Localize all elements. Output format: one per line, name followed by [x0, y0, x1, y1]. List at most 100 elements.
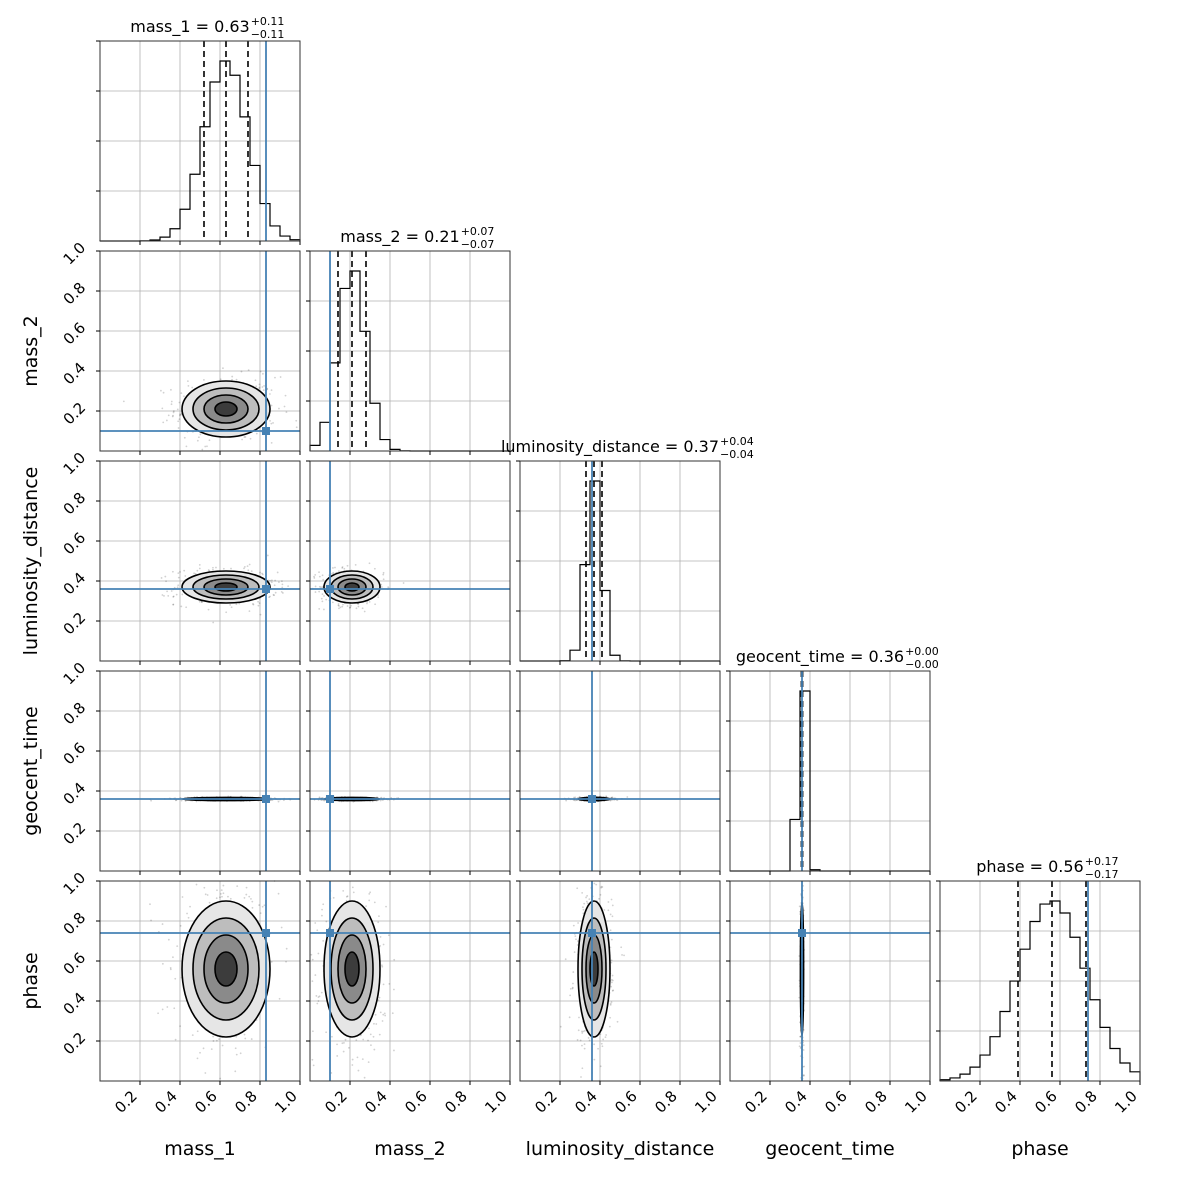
sample-point [259, 912, 262, 915]
sample-point [204, 445, 207, 448]
y-tick-label-geocent_time-3: 0.8 [60, 699, 90, 729]
sample-point [321, 593, 324, 596]
sample-point [169, 968, 172, 971]
sample-point [366, 602, 368, 605]
sample-point [221, 895, 223, 898]
sample-point [227, 895, 229, 898]
sample-point [199, 433, 202, 436]
sample-point [565, 799, 568, 802]
sample-point [285, 411, 288, 414]
panel-frame [519, 880, 721, 1082]
sample-point [207, 569, 210, 571]
sample-point [574, 796, 577, 799]
sample-point [201, 448, 204, 451]
sample-point [576, 887, 579, 890]
sample-point [161, 594, 164, 596]
sample-point [372, 1035, 375, 1038]
x-tick-label-geocent_time-3: 0.8 [861, 1087, 891, 1117]
sample-point [266, 554, 269, 557]
sample-point [162, 391, 165, 394]
sample-point [220, 889, 223, 892]
y-tick-label-luminosity_distance-4: 1.0 [60, 449, 90, 479]
sample-point [230, 567, 232, 570]
sample-point [222, 892, 225, 895]
contour-mass_2-mass_1-3 [181, 380, 271, 438]
sample-point [248, 563, 251, 566]
sample-point [150, 919, 152, 922]
sample-point [332, 571, 335, 574]
sample-point [583, 1029, 586, 1032]
sample-point [278, 997, 281, 1000]
sample-point [337, 604, 340, 607]
sample-point [577, 940, 579, 942]
sample-point [314, 591, 317, 593]
contour-mass_2-mass_1-1 [203, 394, 249, 424]
sample-point [172, 411, 175, 414]
truth-marker-phase-mass_2 [326, 929, 334, 937]
sample-point [341, 1042, 344, 1045]
sample-point [315, 995, 318, 997]
sample-point [172, 410, 175, 413]
sample-point [196, 1057, 199, 1060]
x-tick-label-mass_1-4: 1.0 [271, 1087, 301, 1117]
sample-point [172, 603, 175, 606]
sample-point [165, 419, 168, 422]
sample-point [278, 407, 280, 410]
sample-point [611, 989, 614, 992]
sample-point [609, 1002, 612, 1005]
sample-point [331, 573, 333, 575]
sample-point [609, 1016, 612, 1019]
sample-point [270, 579, 273, 582]
sample-point [799, 1042, 802, 1044]
sample-point [332, 896, 335, 899]
sample-point [332, 567, 334, 569]
sample-point [212, 1040, 215, 1042]
sample-point [206, 894, 209, 896]
sample-point [378, 996, 381, 999]
sample-point [595, 883, 598, 886]
sample-point [246, 565, 249, 567]
sample-point [257, 604, 260, 607]
y-tick-label-mass_2-4: 1.0 [60, 239, 90, 269]
sample-point [200, 600, 203, 603]
sample-point [166, 590, 169, 593]
sample-point [379, 799, 382, 802]
sample-point [578, 1016, 580, 1019]
contour-phase-mass_2-0 [344, 951, 360, 987]
sample-point [378, 915, 380, 917]
sample-point [382, 578, 385, 581]
sample-point [235, 1053, 238, 1056]
y-tick-label-geocent_time-1: 0.4 [60, 779, 90, 809]
sample-point [586, 894, 589, 897]
sample-point [176, 408, 179, 411]
sample-point [229, 897, 232, 900]
sample-point [318, 590, 321, 593]
contour-luminosity_distance-mass_1-2 [192, 574, 260, 600]
sample-point [204, 893, 207, 896]
sample-point [381, 965, 384, 968]
sample-point [274, 376, 276, 379]
sample-point [173, 1007, 176, 1010]
sample-point [270, 441, 273, 444]
sample-point [251, 900, 254, 903]
sample-point [603, 909, 606, 911]
sample-point [285, 947, 288, 950]
contour-phase-mass_1-2 [192, 917, 260, 1021]
sample-point [349, 606, 352, 609]
sample-point [231, 378, 233, 381]
sample-point [251, 906, 254, 909]
sample-point [379, 1011, 382, 1014]
sample-point [172, 595, 175, 598]
sample-point [198, 567, 201, 570]
x-axis-label-phase: phase [1011, 1138, 1068, 1160]
sample-point [609, 913, 612, 916]
sample-point [316, 1002, 319, 1005]
sample-point [219, 893, 222, 895]
contour-phase-luminosity_distance-2 [581, 917, 607, 1021]
sample-point [186, 912, 188, 915]
sample-point [170, 403, 173, 406]
sample-point [381, 1020, 384, 1022]
sample-point [180, 413, 182, 416]
sample-point [601, 1045, 604, 1048]
